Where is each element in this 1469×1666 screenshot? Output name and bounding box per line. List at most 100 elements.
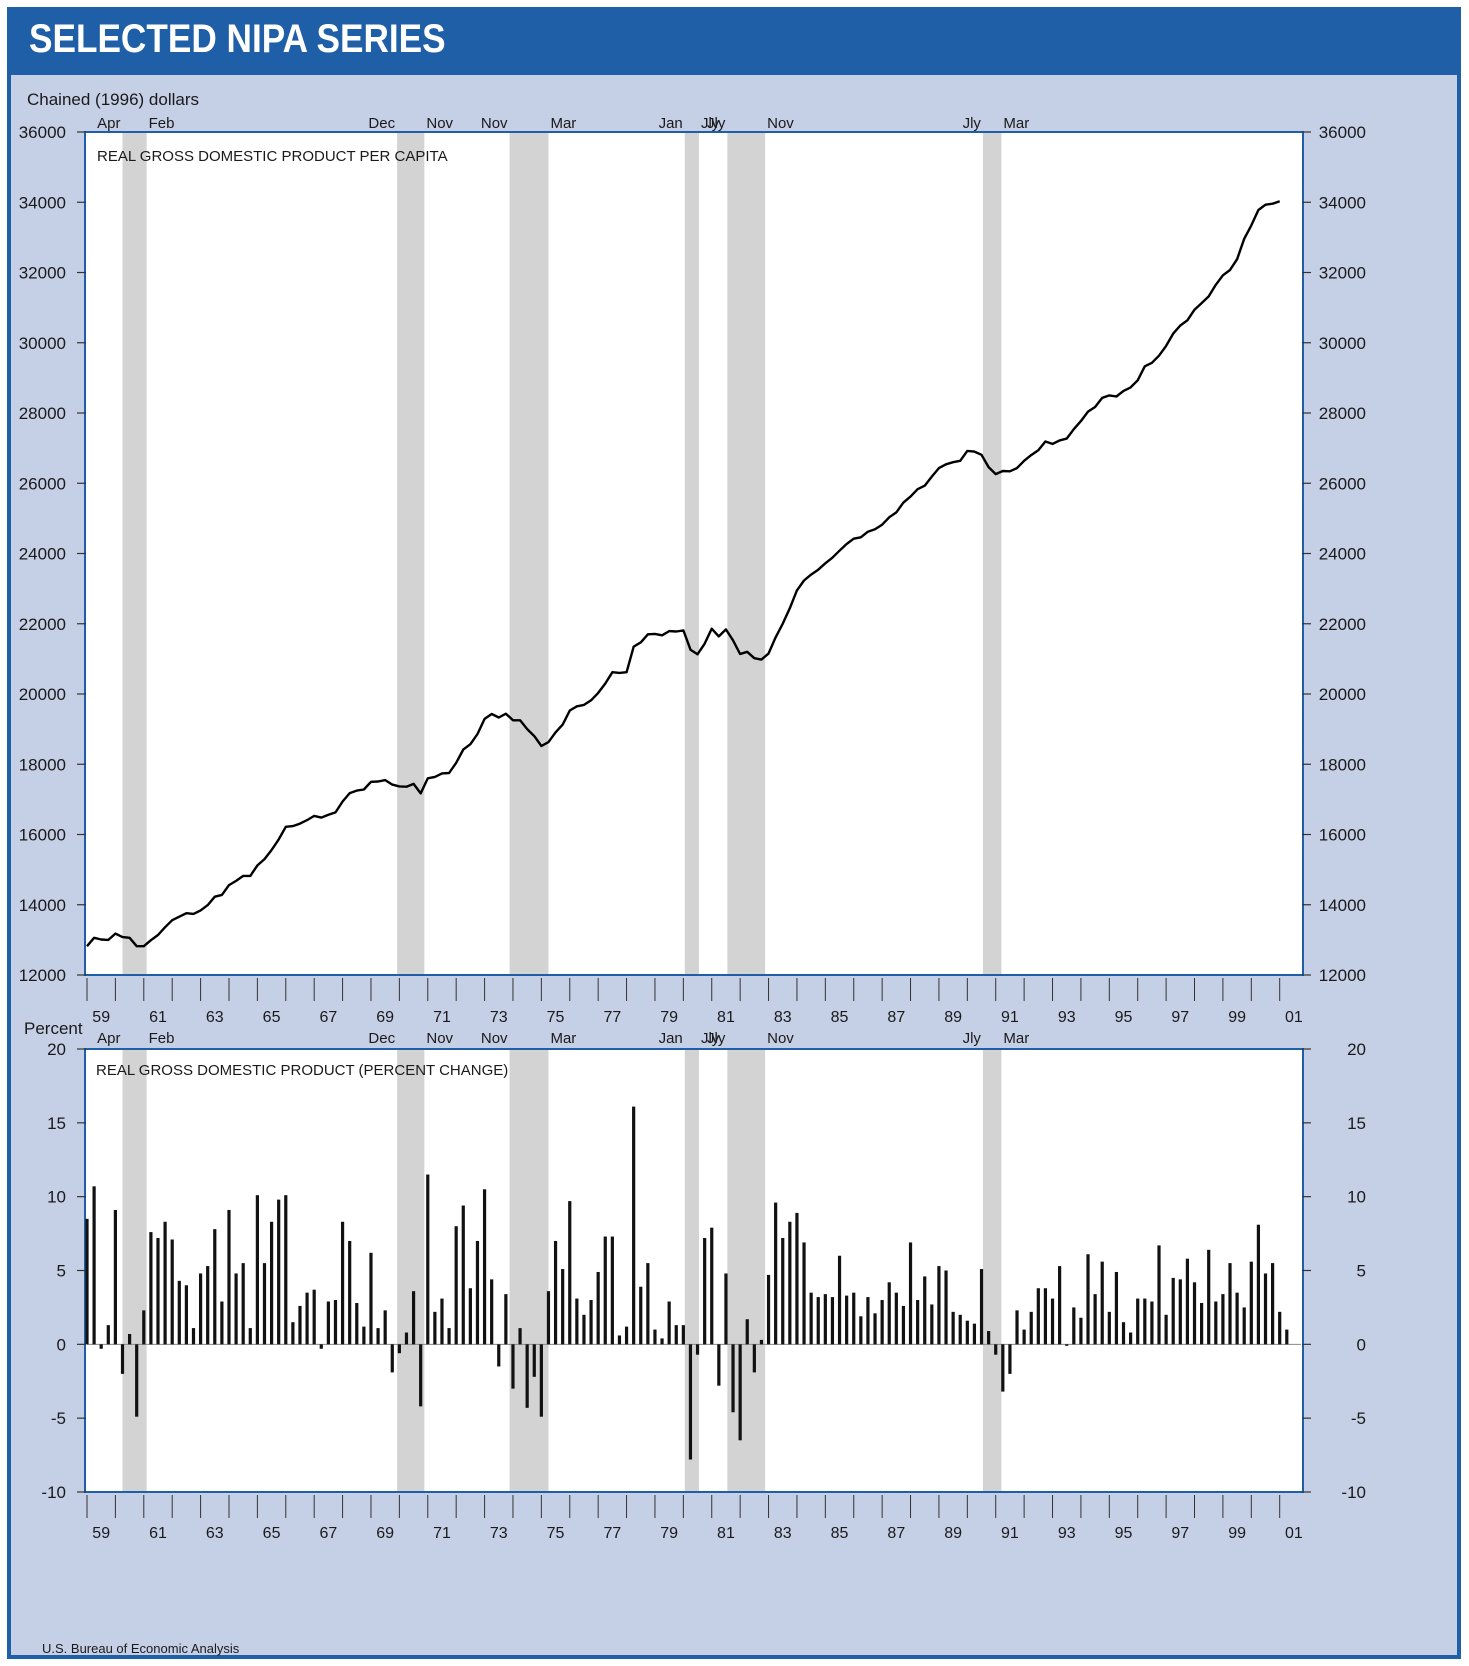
top-y-tick-label-left: 12000: [19, 966, 66, 985]
gdp-change-bar: [1086, 1254, 1090, 1345]
gdp-change-bar: [873, 1313, 877, 1345]
bottom-x-tick-label: 97: [1171, 1525, 1189, 1542]
gdp-change-bar: [1001, 1344, 1005, 1392]
top-x-tick-label: 61: [149, 1009, 167, 1026]
top-y-tick-label-right: 32000: [1319, 264, 1366, 283]
gdp-change-bar: [376, 1328, 380, 1345]
gdp-change-bar: [419, 1344, 423, 1407]
gdp-change-bar: [1263, 1273, 1268, 1345]
top-recession-end-label: Mar: [1003, 115, 1029, 132]
gdp-change-bar: [774, 1202, 778, 1345]
gdp-change-bar: [525, 1344, 529, 1408]
bottom-chart-title: REAL GROSS DOMESTIC PRODUCT (PERCENT CHA…: [96, 1062, 508, 1079]
gdp-change-bar: [248, 1328, 252, 1345]
gdp-change-bar: [1271, 1263, 1275, 1345]
gdp-change-bar: [1207, 1249, 1211, 1345]
gdp-change-bar: [553, 1240, 558, 1345]
gdp-change-bar: [688, 1344, 693, 1460]
gdp-change-bar: [397, 1344, 401, 1354]
bottom-x-tick-label: 91: [1001, 1525, 1019, 1542]
bottom-x-tick-label: 59: [92, 1525, 110, 1542]
bottom-x-tick-label: 95: [1115, 1525, 1133, 1542]
top-x-tick-label: 81: [717, 1009, 735, 1026]
top-recession-end-label: Nov: [767, 115, 794, 132]
gdp-change-bar: [1136, 1298, 1140, 1345]
top-chart-title: REAL GROSS DOMESTIC PRODUCT PER CAPITA: [97, 148, 448, 165]
top-y-tick-label-left: 20000: [19, 685, 66, 704]
gdp-change-bar: [241, 1263, 245, 1345]
bottom-x-tick-label: 85: [831, 1525, 849, 1542]
header-bar: SELECTED NIPA SERIES: [7, 7, 1461, 75]
bottom-x-tick-label: 75: [547, 1525, 565, 1542]
gdp-change-bar: [894, 1292, 898, 1345]
top-y-tick-label-right: 36000: [1319, 123, 1366, 142]
gdp-change-bar: [1036, 1288, 1040, 1345]
bottom-x-tick-label: 93: [1058, 1525, 1076, 1542]
bottom-y-tick-label-right: 10: [1347, 1188, 1366, 1207]
gdp-change-bar: [994, 1344, 998, 1355]
top-x-tick-label: 79: [660, 1009, 678, 1026]
top-x-tick-label: 63: [206, 1009, 224, 1026]
gdp-change-bar: [1242, 1307, 1246, 1345]
top-y-tick-label-left: 28000: [19, 404, 66, 423]
bottom-x-tick-label: 83: [774, 1525, 792, 1542]
gdp-change-bar: [1235, 1292, 1239, 1345]
gdp-change-bar: [745, 1319, 749, 1345]
top-y-axis-title: Chained (1996) dollars: [27, 90, 199, 109]
gdp-change-bar: [1100, 1261, 1104, 1345]
gdp-change-bar: [1221, 1294, 1225, 1345]
top-x-tick-label: 59: [92, 1009, 110, 1026]
top-y-tick-label-left: 18000: [19, 755, 66, 774]
top-y-tick-label-left: 14000: [19, 896, 66, 915]
gdp-change-bar: [901, 1305, 906, 1345]
gdp-change-bar: [880, 1300, 884, 1345]
gdp-change-bar: [1129, 1332, 1133, 1345]
top-x-tick-label: 83: [774, 1009, 792, 1026]
gdp-change-bar: [1214, 1301, 1218, 1345]
top-x-tick-label: 67: [319, 1009, 337, 1026]
bottom-recession-end-label: Nov: [767, 1030, 794, 1047]
gdp-change-bar: [163, 1221, 167, 1345]
bottom-y-tick-label-right: 5: [1357, 1262, 1366, 1281]
gdp-change-bar: [184, 1285, 188, 1345]
gdp-change-bar: [454, 1226, 458, 1345]
bottom-y-tick-label-left: -10: [41, 1483, 66, 1502]
top-y-tick-label-left: 22000: [19, 615, 66, 634]
gdp-change-bar: [1043, 1288, 1048, 1345]
bottom-y-tick-label-left: -5: [51, 1409, 66, 1428]
gdp-change-bar: [561, 1269, 565, 1345]
gdp-change-bar: [731, 1344, 735, 1413]
gdp-change-bar: [475, 1240, 480, 1345]
gdp-change-bar: [646, 1263, 650, 1345]
bottom-recession-end-label: Mar: [1003, 1030, 1029, 1047]
top-y-tick-label-right: 16000: [1319, 826, 1366, 845]
top-recession-start-label: Nov: [481, 115, 508, 132]
gdp-change-bar: [1143, 1298, 1147, 1345]
gdp-change-bar: [1008, 1344, 1012, 1374]
gdp-change-bar: [809, 1292, 813, 1345]
gdp-change-bar: [198, 1273, 203, 1345]
bottom-x-tick-label: 69: [376, 1525, 394, 1542]
bottom-y-tick-label-left: 10: [47, 1188, 66, 1207]
top-y-tick-label-right: 20000: [1319, 685, 1366, 704]
gdp-change-bar: [482, 1189, 487, 1345]
gdp-change-bar: [213, 1229, 217, 1345]
gdp-change-bar: [142, 1310, 146, 1345]
top-y-tick-label-right: 26000: [1319, 474, 1366, 493]
bottom-recession-band: [122, 1050, 147, 1491]
bottom-x-tick-label: 67: [319, 1525, 337, 1542]
bottom-y-tick-label-right: 0: [1357, 1335, 1366, 1354]
gdp-change-bar: [191, 1328, 196, 1345]
page-title: SELECTED NIPA SERIES: [29, 17, 446, 61]
gdp-change-bar: [113, 1209, 117, 1345]
gdp-change-bar: [1150, 1301, 1154, 1345]
gdp-change-bar: [369, 1252, 373, 1345]
gdp-change-bar: [639, 1286, 643, 1345]
gdp-change-bar: [404, 1332, 409, 1345]
gdp-change-bar: [766, 1274, 771, 1345]
gdp-change-bar: [1164, 1314, 1168, 1345]
gdp-change-bar: [916, 1300, 920, 1345]
source-note: U.S. Bureau of Economic Analysis: [42, 1641, 240, 1656]
bottom-y-tick-label-left: 5: [57, 1262, 66, 1281]
top-y-tick-label-left: 32000: [19, 264, 66, 283]
